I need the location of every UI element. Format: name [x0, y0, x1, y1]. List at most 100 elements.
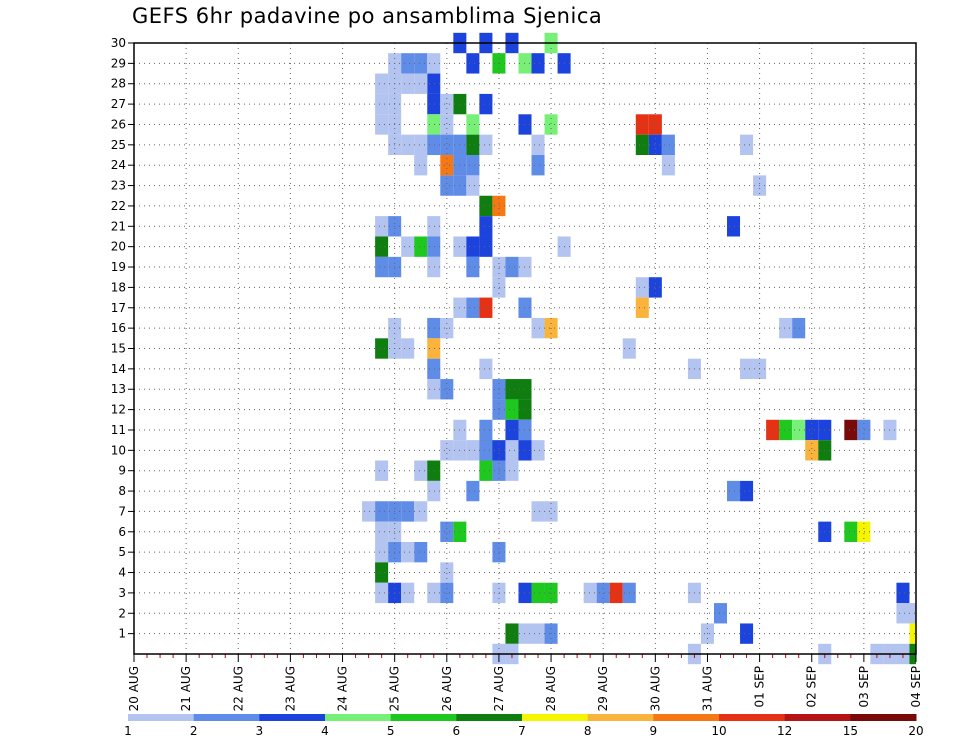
y-tick-label: 24 — [111, 158, 126, 172]
heatmap-cell — [401, 582, 415, 604]
y-tick-label: 8 — [118, 484, 126, 498]
heatmap-cell — [531, 623, 545, 644]
heatmap-cell — [609, 582, 623, 604]
heatmap-cell — [583, 582, 597, 604]
y-tick-label: 17 — [111, 301, 126, 315]
heatmap-cell — [740, 480, 754, 502]
heatmap-cell — [896, 603, 910, 624]
colorbar-segment — [128, 714, 195, 721]
heatmap-cell — [492, 460, 506, 481]
y-tick-label: 16 — [111, 321, 126, 335]
heatmap-cell — [440, 521, 454, 542]
heatmap-cell — [375, 73, 389, 94]
colorbar-segment — [325, 714, 392, 721]
heatmap-cell — [414, 155, 428, 176]
heatmap-cell — [492, 256, 506, 278]
x-tick-label: 21 AUG — [179, 666, 193, 711]
y-tick-label: 12 — [111, 403, 126, 417]
heatmap-cell — [427, 480, 441, 502]
heatmap-cell — [479, 460, 493, 481]
heatmap-cell — [805, 440, 819, 461]
heatmap-cell — [531, 53, 545, 74]
heatmap-cell — [635, 114, 649, 135]
heatmap-cell — [375, 501, 389, 522]
heatmap-cell — [479, 236, 493, 257]
heatmap-cell — [727, 480, 741, 502]
heatmap-cell — [805, 419, 819, 441]
heatmap-cell — [375, 236, 389, 257]
heatmap-cell — [544, 501, 558, 522]
heatmap-cell — [505, 419, 519, 441]
colorbar-label: 9 — [650, 724, 658, 738]
heatmap-cell — [479, 195, 493, 217]
heatmap-cell — [466, 297, 480, 318]
y-tick-label: 2 — [118, 606, 126, 620]
y-tick-label: 4 — [118, 566, 126, 580]
heatmap-cell — [505, 440, 519, 461]
x-tick-label: 26 AUG — [440, 666, 454, 711]
y-tick-label: 27 — [111, 97, 126, 111]
colorbar-label: 8 — [584, 724, 592, 738]
x-tick-label: 01 SEP — [753, 666, 767, 708]
heatmap-cell — [427, 134, 441, 156]
heatmap-cell — [727, 216, 741, 237]
heatmap-cell — [479, 134, 493, 156]
heatmap-cell — [740, 134, 754, 156]
heatmap-cell — [544, 114, 558, 135]
heatmap-cell — [440, 93, 454, 115]
heatmap-cell — [375, 256, 389, 278]
heatmap-cell — [466, 155, 480, 176]
heatmap-cell — [531, 501, 545, 522]
y-tick-label: 18 — [111, 280, 126, 294]
heatmap-cell — [661, 134, 675, 156]
heatmap-cell — [375, 562, 389, 583]
heatmap-cell — [427, 73, 441, 94]
heatmap-cell — [375, 460, 389, 481]
heatmap-cell — [740, 358, 754, 380]
heatmap-cell — [427, 582, 441, 604]
heatmap-cell — [427, 216, 441, 237]
y-tick-label: 6 — [118, 525, 126, 539]
heatmap-cell — [479, 440, 493, 461]
heatmap-cell — [401, 541, 415, 563]
heatmap-cell — [648, 277, 662, 298]
heatmap-cell — [466, 480, 480, 502]
y-tick-label: 23 — [111, 179, 126, 193]
heatmap-cell — [479, 216, 493, 237]
heatmap-cell — [440, 134, 454, 156]
heatmap-cell — [648, 134, 662, 156]
y-tick-label: 10 — [111, 443, 126, 457]
x-tick-labels: 20 AUG 21 AUG 22 AUG 23 AUG 24 AUG 25 AUG 26 A… — [127, 654, 923, 711]
x-tick-label: 29 AUG — [596, 666, 610, 711]
heatmap-cell — [440, 114, 454, 135]
heatmap-cell — [401, 236, 415, 257]
heatmap-cell — [401, 53, 415, 74]
heatmap-cell — [492, 277, 506, 298]
y-tick-label: 3 — [118, 586, 126, 600]
heatmap-cell — [544, 582, 558, 604]
colorbar-label: 6 — [453, 724, 461, 738]
heatmap-cell — [635, 297, 649, 318]
y-tick-label: 22 — [111, 199, 126, 213]
heatmap-cell — [857, 419, 871, 441]
y-tick-label: 14 — [111, 362, 126, 376]
heatmap-cell — [505, 399, 519, 420]
heatmap-cell — [427, 460, 441, 481]
heatmap-cell — [596, 582, 610, 604]
heatmap-cell — [375, 338, 389, 359]
x-tick-label: 30 AUG — [648, 666, 662, 711]
y-tick-label: 9 — [118, 464, 126, 478]
heatmap-cell — [401, 501, 415, 522]
colorbar-label: 5 — [387, 724, 395, 738]
heatmap-cell — [792, 419, 806, 441]
x-tick-label: 23 AUG — [283, 666, 297, 711]
y-tick-label: 26 — [111, 117, 126, 131]
heatmap-cell — [401, 338, 415, 359]
colorbar-label: 20 — [908, 724, 923, 738]
heatmap-cell — [492, 399, 506, 420]
heatmap-cell — [440, 175, 454, 196]
y-tick-label: 7 — [118, 504, 126, 518]
heatmap-cell — [414, 541, 428, 563]
heatmap-cell — [779, 317, 793, 339]
heatmap-cell — [427, 379, 441, 400]
